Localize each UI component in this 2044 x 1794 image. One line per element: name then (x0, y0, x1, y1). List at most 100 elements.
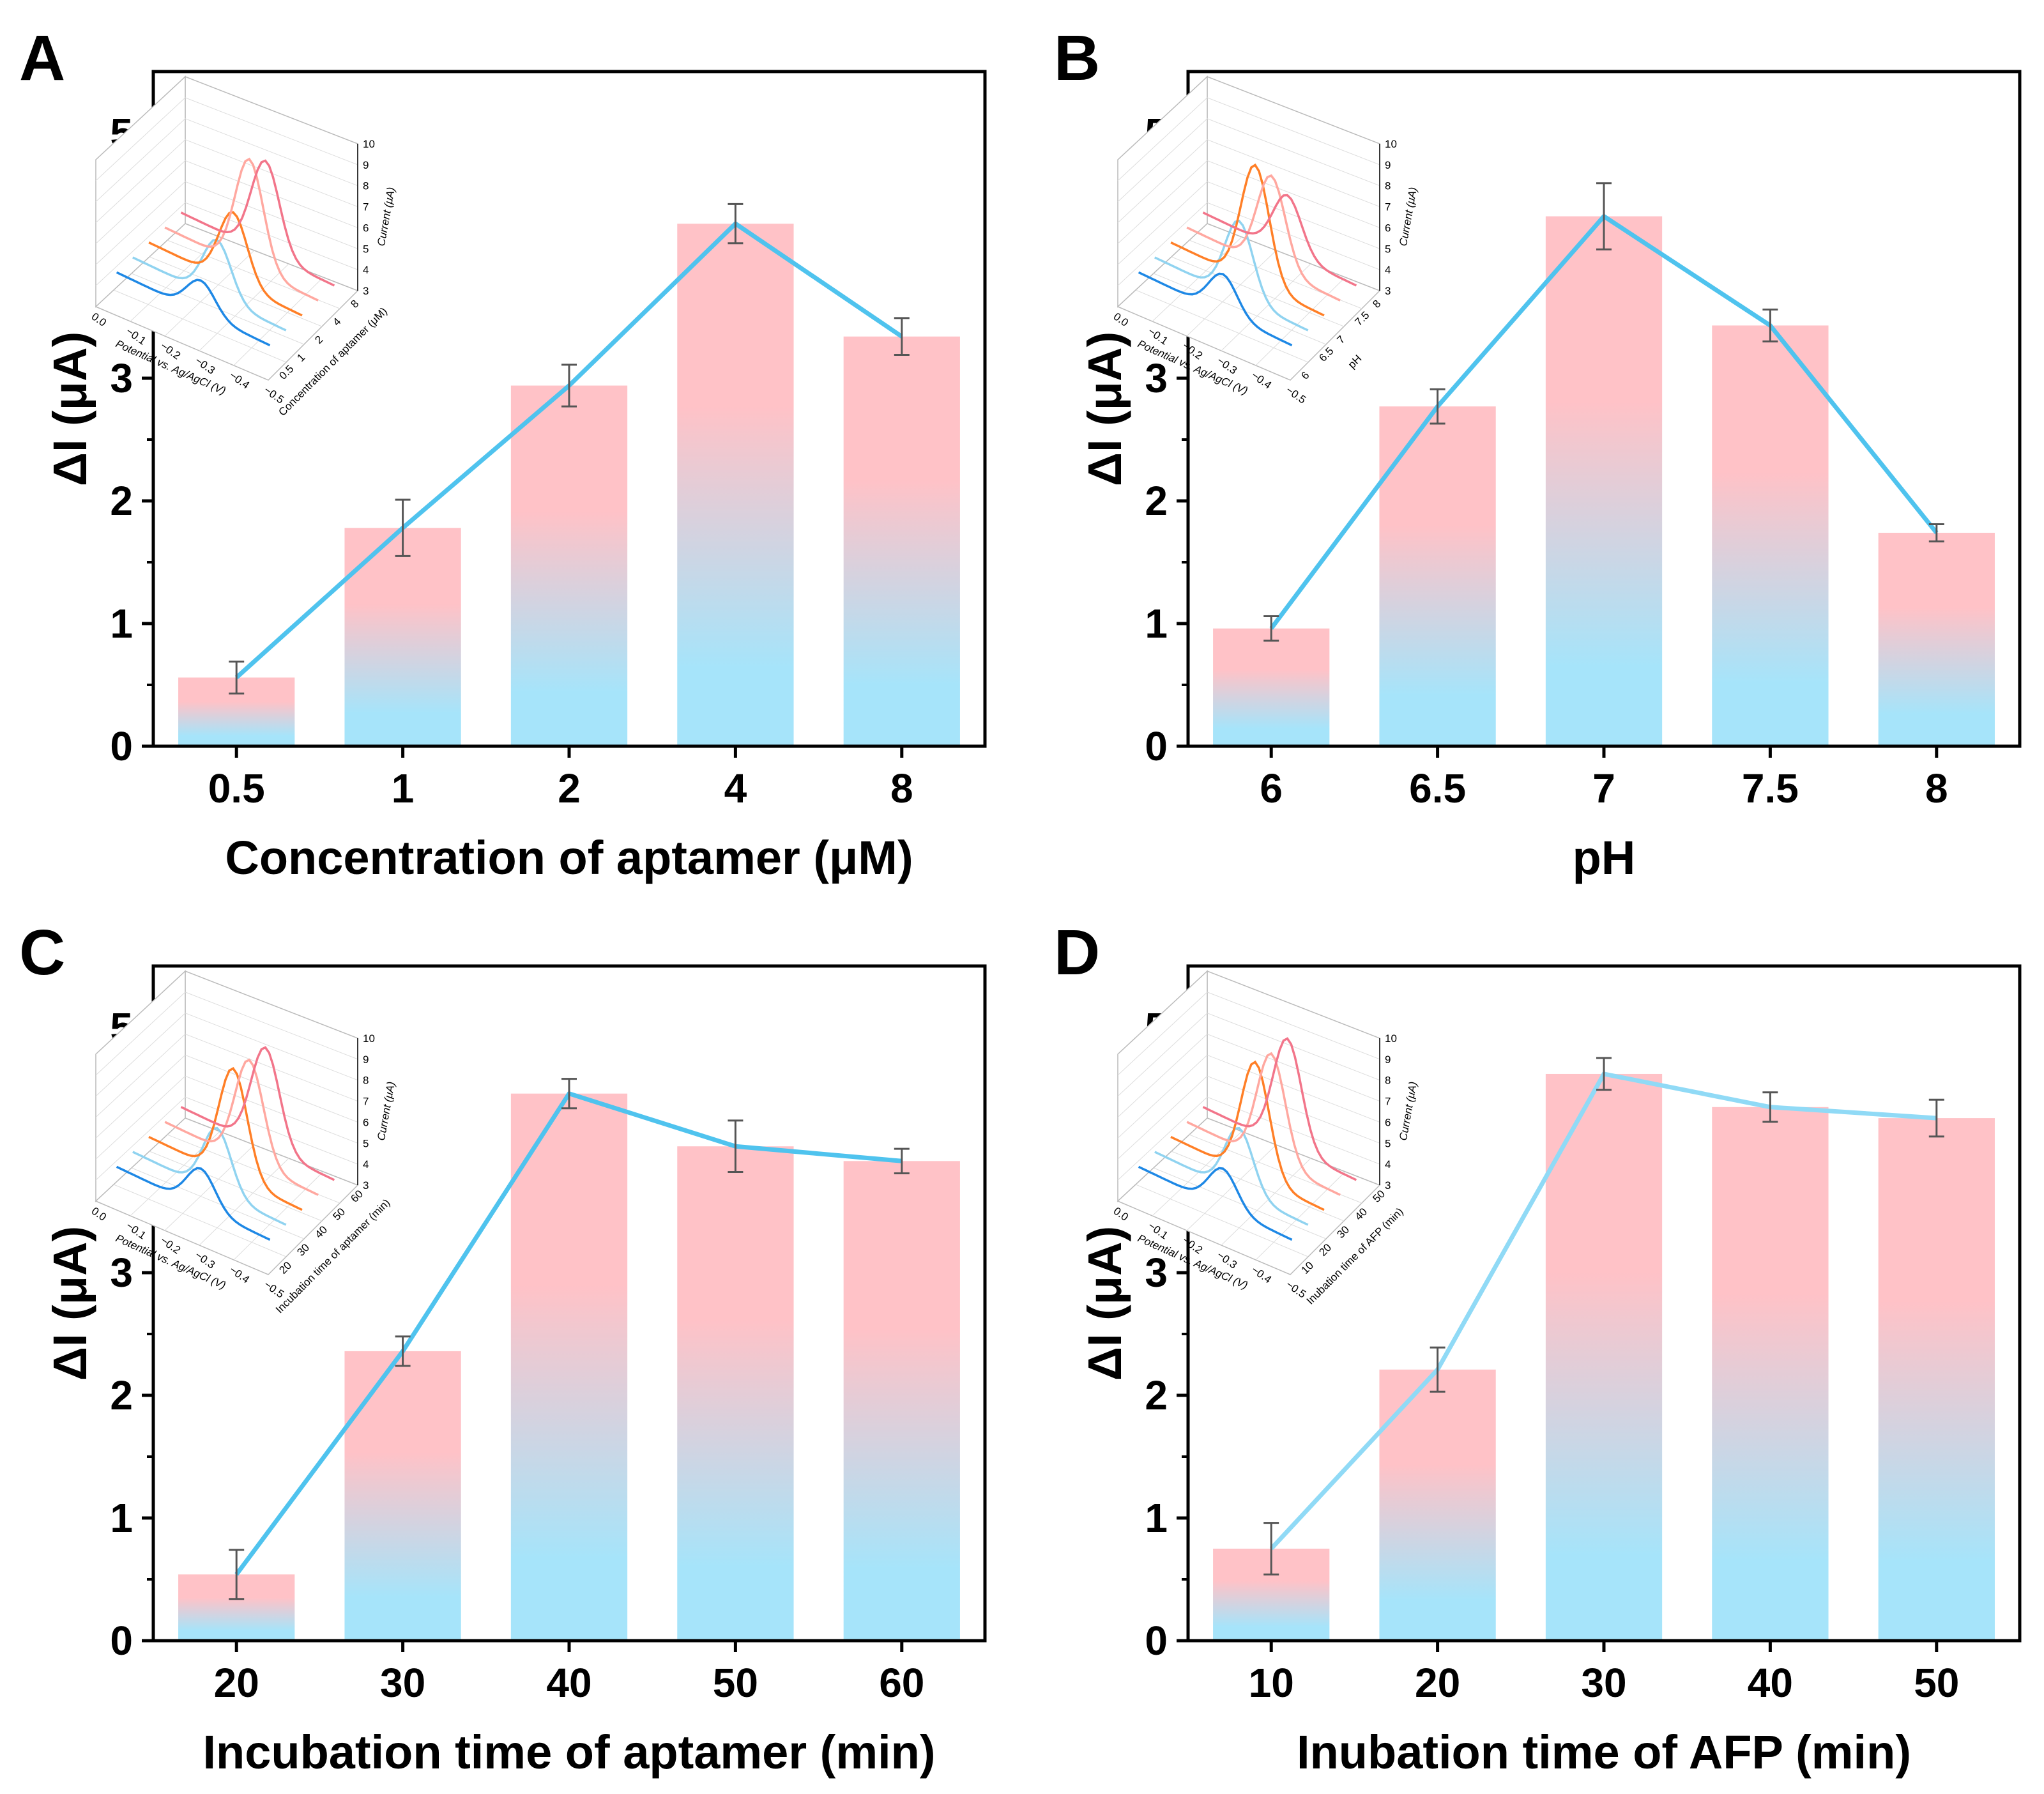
inset-y-tick: 0.0 (1111, 1205, 1131, 1223)
inset-grid-line (95, 97, 186, 181)
inset-grid-line (1135, 1184, 1309, 1257)
inset-grid-line (1207, 181, 1380, 249)
inset-z-tick: 9 (363, 159, 369, 171)
y-axis-title: ΔI (μA) (1078, 332, 1131, 486)
x-tick-label: 6 (1260, 765, 1283, 811)
inset-x-tick: 7 (1334, 334, 1347, 346)
inset-curve-4 (1186, 174, 1341, 302)
inset-category-title: pH (1346, 353, 1364, 371)
inset-grid-line (1207, 1054, 1380, 1123)
x-tick-label: 40 (1748, 1660, 1793, 1706)
x-tick-label: 20 (214, 1660, 259, 1706)
y-tick-label: 0 (1145, 723, 1168, 769)
inset-x-tick: 2 (312, 334, 325, 346)
inset-grid-line (185, 1054, 358, 1123)
y-tick-label: 0 (110, 1618, 133, 1664)
inset-y-tick: 0.0 (89, 1205, 109, 1223)
x-tick-label: 6.5 (1409, 765, 1466, 811)
x-tick-label: 60 (879, 1660, 924, 1706)
inset-current-title: Current (μA) (375, 1080, 397, 1141)
x-axis-title: Concentration of aptamer (μM) (225, 831, 913, 884)
inset-z-tick: 6 (363, 1116, 369, 1128)
inset-y-tick: 0.0 (1111, 310, 1131, 329)
inset-curve-3 (1170, 1060, 1325, 1211)
error-bar-6 (1263, 615, 1279, 642)
inset-grid-line (1221, 263, 1311, 351)
inset-grid-line (1153, 1167, 1327, 1239)
inset-grid-line (1117, 1034, 1208, 1117)
error-bar-7.5 (1762, 308, 1778, 342)
inset-curve-5 (1202, 194, 1357, 287)
inset-grid-line (1117, 992, 1208, 1076)
inset-z-tick: 8 (1385, 1075, 1391, 1087)
inset-grid-line (1117, 1055, 1208, 1138)
inset-curve-3 (148, 1066, 303, 1211)
inset-grid-line (130, 1131, 220, 1216)
bar-8 (1878, 532, 1995, 746)
error-bar-0.5 (229, 661, 245, 694)
error-bar-7 (1596, 182, 1612, 250)
x-axis-title: Inubation time of AFP (min) (1297, 1726, 1911, 1779)
inset-z-tick: 9 (1385, 1054, 1391, 1066)
x-tick-label: 20 (1415, 1660, 1460, 1706)
panel-letter: A (19, 22, 65, 94)
inset-grid-line (185, 1096, 358, 1165)
x-tick-label: 8 (1925, 765, 1948, 811)
chart-panel-c: C 0 1 2 3 4 5 20 30 40 50 60 Incubation time of apta… (19, 917, 987, 1779)
inset-grid-line (95, 181, 186, 265)
bar-4 (677, 224, 794, 747)
inset-grid-line (131, 1167, 305, 1239)
x-tick-label: 40 (546, 1660, 591, 1706)
y-tick-label: 3 (1145, 1250, 1168, 1296)
inset-curve-2 (1154, 1126, 1309, 1226)
inset-grid-line (1171, 256, 1345, 327)
inset-grid-line (233, 277, 324, 366)
error-bar-30 (395, 1335, 411, 1367)
inset-z-tick: 6 (1385, 1116, 1391, 1128)
x-tick-label: 7.5 (1742, 765, 1799, 811)
x-tick-label: 30 (1581, 1660, 1626, 1706)
x-tick-label: 50 (1914, 1660, 1959, 1706)
error-bar-10 (1263, 1522, 1279, 1575)
inset-z-tick: 7 (1385, 1096, 1391, 1108)
inset-grid-line (1117, 181, 1208, 265)
x-tick-label: 8 (890, 765, 913, 811)
inset-grid-line (185, 202, 358, 270)
y-tick-label: 2 (1145, 478, 1168, 524)
y-axis-title: ΔI (μA) (1078, 1226, 1131, 1381)
inset-curve-1 (1138, 271, 1293, 347)
inset-grid-line (185, 160, 358, 228)
inset-grid-line (149, 1151, 323, 1222)
inset-grid-line (1255, 1171, 1346, 1261)
inset-grid-line (185, 1013, 358, 1081)
inset-z-tick: 9 (363, 1054, 369, 1066)
inset-grid-line (95, 160, 186, 244)
inset-z-tick: 3 (1385, 1179, 1391, 1192)
bar-40 (510, 1093, 628, 1641)
inset-z-tick: 8 (363, 1075, 369, 1087)
y-axis-title: ΔI (μA) (43, 332, 96, 486)
inset-grid-line (1117, 1096, 1208, 1181)
inset-z-tick: 4 (1385, 1158, 1391, 1170)
inset-grid-line (1117, 97, 1208, 181)
inset-x-tick: 6 (1299, 369, 1311, 382)
inset-grid-line (95, 1075, 186, 1160)
x-tick-label: 4 (724, 765, 747, 811)
inset-grid-line (1117, 118, 1208, 203)
y-tick-label: 3 (110, 1250, 133, 1296)
panel-letter: B (1054, 22, 1100, 94)
panel-letter: C (19, 917, 65, 988)
inset-y-tick: −0.5 (1284, 384, 1308, 406)
inset-y-tick: 0.0 (89, 310, 109, 329)
inset-z-tick: 10 (1385, 1032, 1397, 1045)
inset-y-tick: −0.4 (1249, 369, 1274, 392)
inset-current-title: Current (μA) (1397, 1080, 1419, 1141)
bar-8 (843, 336, 960, 746)
error-bar-4 (728, 203, 744, 245)
inset-y-tick: −0.4 (1249, 1264, 1274, 1286)
inset-curve-2 (132, 238, 287, 332)
inset-z-tick: 3 (363, 1179, 369, 1192)
inset-curve-4 (1186, 1052, 1341, 1196)
inset-grid-line (185, 181, 358, 249)
